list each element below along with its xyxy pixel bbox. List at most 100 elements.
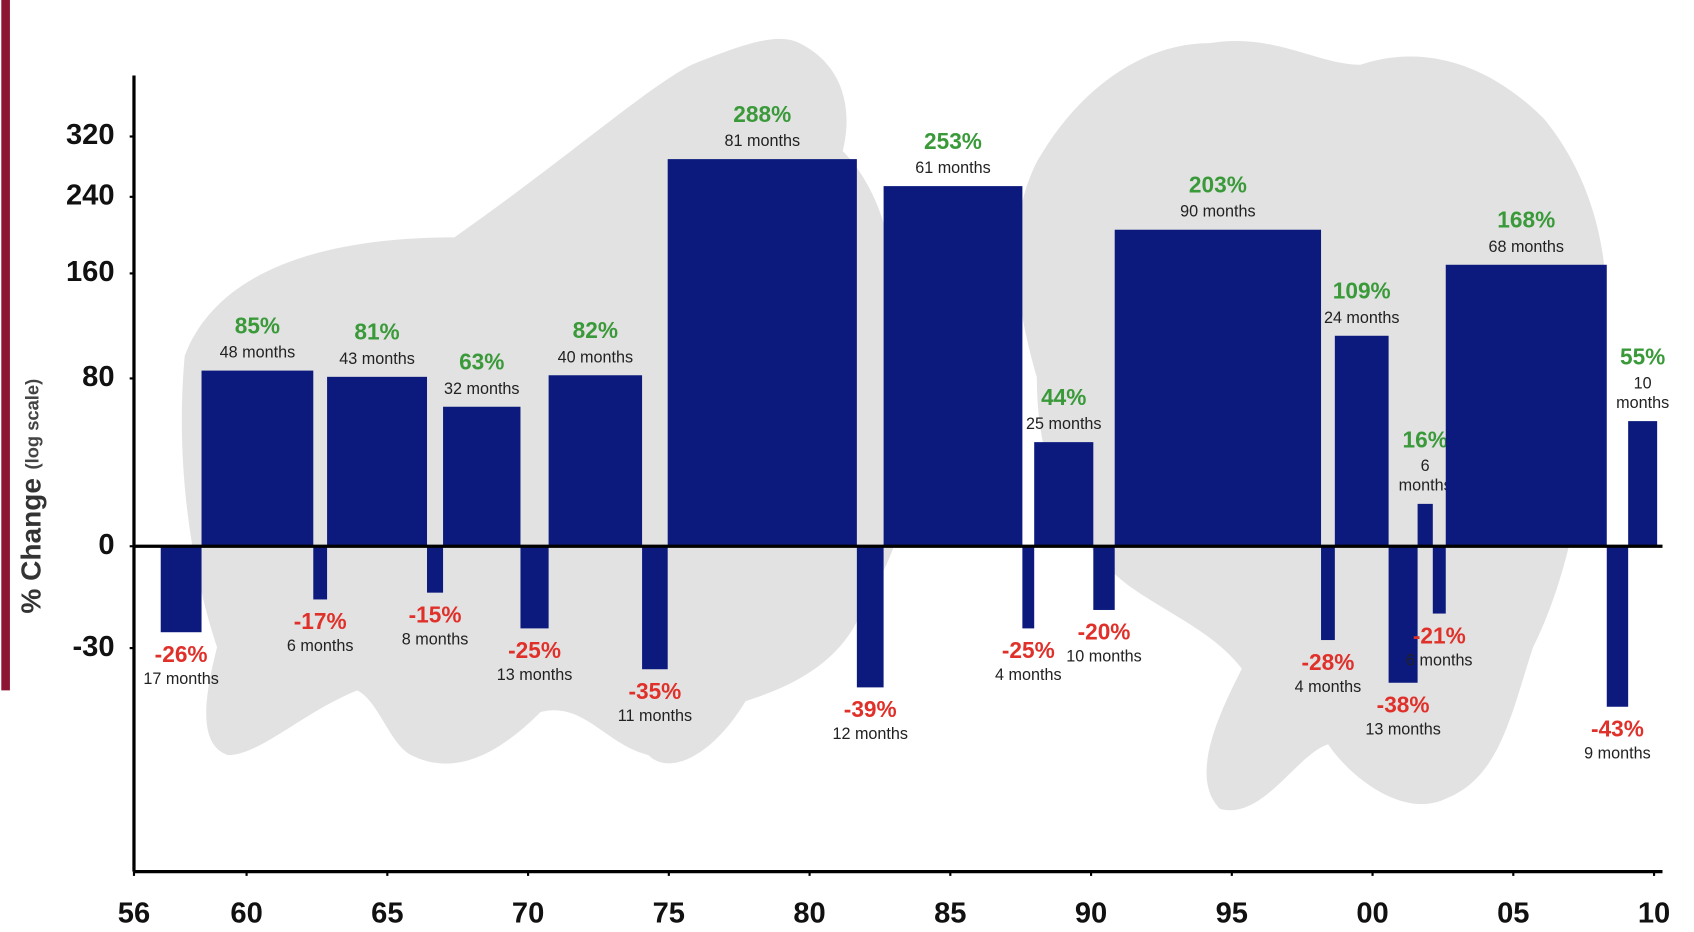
months-label: 11 months [618, 707, 692, 725]
value-label: -26% [155, 641, 208, 667]
months-label: 61 months [915, 159, 991, 177]
months-label: 8 months [402, 630, 469, 648]
bar [1114, 229, 1322, 547]
y-axis-label: % Change (log scale) [16, 379, 47, 614]
months-label: 43 months [339, 350, 415, 368]
bar [1034, 442, 1094, 547]
value-label: -21% [1413, 622, 1466, 648]
value-label: 63% [459, 349, 504, 375]
months-label: 6 months [287, 637, 354, 655]
value-label: 109% [1333, 278, 1391, 304]
value-label: -38% [1377, 691, 1430, 717]
months-label: 40 months [558, 348, 634, 366]
bar [642, 546, 668, 670]
bar [667, 159, 857, 547]
x-tick-label: 95 [1216, 897, 1248, 929]
bar [327, 376, 428, 547]
x-tick-label: 56 [118, 897, 150, 929]
value-label: -20% [1078, 619, 1131, 645]
months-label: 68 months [1488, 238, 1564, 256]
bar [1432, 546, 1446, 614]
value-label: -15% [409, 601, 462, 627]
bar [856, 546, 884, 688]
value-label: 82% [573, 317, 618, 343]
bar [548, 375, 643, 547]
x-tick-label: 90 [1075, 897, 1107, 929]
months-label: 24 months [1324, 309, 1400, 327]
x-tick-label: 70 [512, 897, 544, 929]
months-word: months [1399, 477, 1452, 495]
bar [1022, 546, 1035, 629]
bar [443, 406, 521, 547]
bar [160, 546, 202, 633]
bar [1093, 546, 1115, 610]
bar [1388, 546, 1418, 683]
months-label: 81 months [725, 132, 801, 150]
value-label: -43% [1591, 715, 1644, 741]
bar [1334, 335, 1389, 547]
months-label: 32 months [444, 380, 520, 398]
value-label: -39% [844, 696, 897, 722]
x-tick-label: 10 [1638, 897, 1670, 929]
bar [1445, 264, 1607, 547]
months-label: 90 months [1180, 203, 1256, 221]
months-label: 48 months [220, 344, 296, 362]
months-label: 13 months [497, 666, 573, 684]
value-label: -35% [628, 678, 681, 704]
months-label: 12 months [832, 725, 908, 743]
months-word: months [1616, 394, 1669, 412]
value-label: 203% [1189, 172, 1247, 198]
bar [313, 546, 328, 600]
x-tick-label: 80 [793, 897, 825, 929]
months-label: 17 months [143, 670, 219, 688]
y-tick-label: 80 [82, 361, 114, 393]
months-label: 6 months [1406, 651, 1473, 669]
bar [1321, 546, 1335, 641]
months-label: 4 months [1295, 678, 1362, 696]
bar [883, 186, 1023, 547]
value-label: 288% [733, 101, 791, 127]
value-label: 253% [924, 128, 982, 154]
value-label: -17% [294, 608, 347, 634]
months-label: 10 months [1066, 648, 1142, 666]
bar [1417, 503, 1433, 547]
months-label: 4 months [995, 666, 1062, 684]
value-label: -25% [508, 637, 561, 663]
bar [1606, 546, 1629, 707]
months-word: 10 [1634, 375, 1652, 393]
months-label: 9 months [1584, 744, 1651, 762]
value-label: 168% [1497, 207, 1555, 233]
x-tick-label: 85 [934, 897, 966, 929]
y-tick-label: 240 [66, 180, 115, 212]
value-label: 44% [1041, 384, 1086, 410]
x-tick-label: 05 [1497, 897, 1529, 929]
value-label: 81% [354, 319, 399, 345]
months-label: 10 months [1616, 375, 1669, 412]
y-axis-note: (log scale) [22, 379, 43, 470]
side-strip [1, 0, 10, 691]
value-label: 16% [1403, 426, 1448, 452]
x-tick-label: 65 [371, 897, 403, 929]
months-label: 25 months [1026, 415, 1102, 433]
months-label: 6 months [1399, 457, 1452, 494]
bar [1628, 421, 1658, 547]
value-label: 85% [235, 312, 280, 338]
y-tick-label: 0 [98, 529, 114, 561]
bar [520, 546, 549, 629]
months-word: 6 [1421, 457, 1430, 475]
x-tick-label: 00 [1356, 897, 1388, 929]
bar [427, 546, 444, 593]
x-tick-label: 60 [230, 897, 262, 929]
y-tick-label: 160 [66, 256, 115, 288]
value-label: 55% [1620, 344, 1665, 370]
bar [201, 370, 314, 547]
x-tick-label: 75 [653, 897, 685, 929]
y-tick-label: 320 [66, 119, 115, 151]
months-label: 13 months [1365, 720, 1441, 738]
value-label: -25% [1002, 637, 1055, 663]
value-label: -28% [1302, 649, 1355, 675]
y-tick-label: -30 [72, 631, 114, 663]
y-axis-title: % Change [16, 478, 47, 614]
